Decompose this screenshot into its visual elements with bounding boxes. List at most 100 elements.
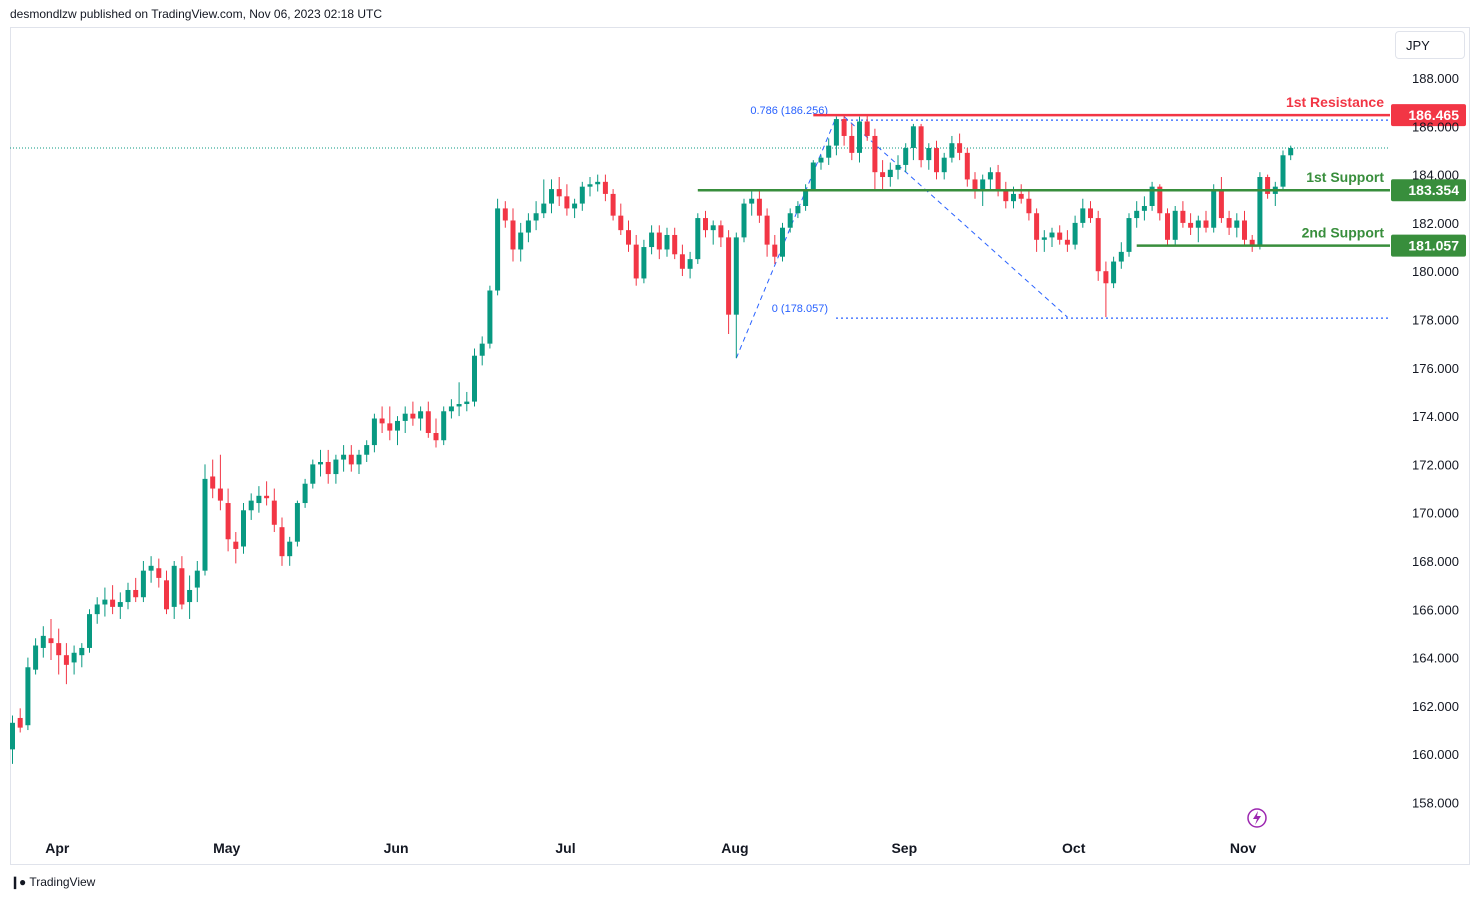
- candle: [187, 575, 193, 619]
- x-tick-label-jul: Jul: [555, 840, 575, 856]
- candle-body: [110, 599, 116, 607]
- y-tick-label: 180.000: [1412, 264, 1459, 279]
- candle-body: [518, 232, 524, 250]
- candle-body: [1111, 261, 1117, 284]
- candle: [549, 179, 554, 214]
- 1st-support-label: 1st Support: [1306, 169, 1384, 185]
- candle: [949, 135, 955, 163]
- candle: [656, 225, 662, 260]
- candle: [279, 517, 285, 566]
- candle: [1218, 177, 1224, 223]
- replay-icon[interactable]: [1247, 808, 1267, 828]
- y-tick-label: 158.000: [1412, 796, 1459, 811]
- candle-body: [880, 172, 886, 178]
- candle-body: [764, 215, 770, 245]
- candle: [464, 391, 470, 412]
- candle: [833, 116, 839, 156]
- candle-body: [1188, 222, 1194, 228]
- candle: [25, 657, 31, 731]
- candle-body: [1034, 213, 1040, 240]
- candle: [1049, 227, 1055, 248]
- candle-body: [1126, 218, 1132, 252]
- 1st-resistance-badge-value: 186.465: [1408, 107, 1459, 123]
- candle-body: [1103, 271, 1109, 284]
- candle: [1072, 215, 1078, 250]
- candle: [387, 406, 393, 441]
- candle: [703, 210, 708, 238]
- candle-body: [895, 164, 901, 170]
- candle-body: [364, 445, 370, 455]
- candle: [241, 503, 246, 554]
- candle-body: [1288, 148, 1294, 156]
- candle: [302, 478, 308, 508]
- candle-body: [1280, 155, 1286, 187]
- candle-body: [703, 218, 708, 231]
- candle: [525, 213, 531, 243]
- candle-body: [1149, 186, 1155, 206]
- candle: [225, 488, 231, 552]
- footer-brand[interactable]: ❙● TradingView: [10, 875, 95, 889]
- 1st-resistance-price-badge[interactable]: 186.465: [1391, 104, 1466, 127]
- fib-trend-up: [735, 116, 837, 359]
- candle-body: [217, 488, 223, 501]
- candle-body: [233, 541, 239, 549]
- candle-body: [1041, 237, 1047, 240]
- candle: [1165, 208, 1170, 245]
- candle-body: [1180, 210, 1186, 223]
- candle: [1026, 189, 1032, 221]
- candle: [726, 230, 732, 334]
- candle-body: [664, 234, 670, 250]
- candle-body: [472, 355, 477, 402]
- candle: [780, 222, 785, 262]
- candle-body: [549, 189, 554, 204]
- candle: [649, 225, 655, 255]
- candle: [1172, 205, 1178, 245]
- candle: [456, 382, 462, 417]
- candle-body: [140, 570, 146, 598]
- candle: [371, 413, 377, 453]
- fib-label-0786: 0.786 (186.256): [750, 105, 828, 117]
- candle-body: [787, 213, 793, 228]
- candle: [148, 556, 154, 583]
- candle: [56, 628, 62, 675]
- candle: [587, 177, 593, 197]
- candle: [1064, 230, 1070, 252]
- candle: [556, 177, 562, 206]
- candle: [1280, 150, 1286, 192]
- candle-body: [926, 148, 932, 161]
- candle: [264, 481, 270, 506]
- candle: [934, 140, 939, 180]
- candle-body: [803, 189, 809, 206]
- candle: [1242, 210, 1247, 245]
- candle-body: [1049, 232, 1055, 238]
- candle-body: [10, 722, 15, 750]
- candle-body: [949, 143, 955, 158]
- x-axis[interactable]: Apr May Jun Jul Aug Sep Oct Nov: [45, 840, 1256, 856]
- x-tick-label-aug: Aug: [721, 840, 748, 856]
- candle-body: [1234, 220, 1240, 228]
- candle: [356, 449, 362, 475]
- 2nd-support-price-badge[interactable]: 181.057: [1391, 234, 1466, 257]
- y-axis[interactable]: 188.000 186.000 184.000 182.000 180.000 178.0…: [1412, 71, 1459, 811]
- candle-body: [595, 181, 601, 185]
- candle-body: [910, 126, 916, 149]
- candle-body: [780, 227, 785, 257]
- candle-body: [410, 413, 416, 419]
- candle: [1095, 210, 1101, 281]
- candle: [33, 638, 39, 675]
- candle: [957, 133, 963, 161]
- 1st-support-price-badge[interactable]: 183.354: [1391, 179, 1466, 202]
- currency-button[interactable]: JPY: [1395, 31, 1465, 59]
- candle-body: [679, 254, 685, 269]
- candle: [610, 189, 616, 221]
- candle-body: [826, 145, 832, 158]
- candle: [1272, 181, 1278, 206]
- candle: [756, 189, 762, 223]
- candle: [918, 123, 924, 168]
- candle: [641, 239, 647, 284]
- candle: [710, 220, 716, 245]
- candle: [733, 232, 739, 359]
- candle-body: [1057, 232, 1063, 240]
- fib-retracement[interactable]: 0.786 (186.256) 0 (178.057): [735, 105, 1390, 359]
